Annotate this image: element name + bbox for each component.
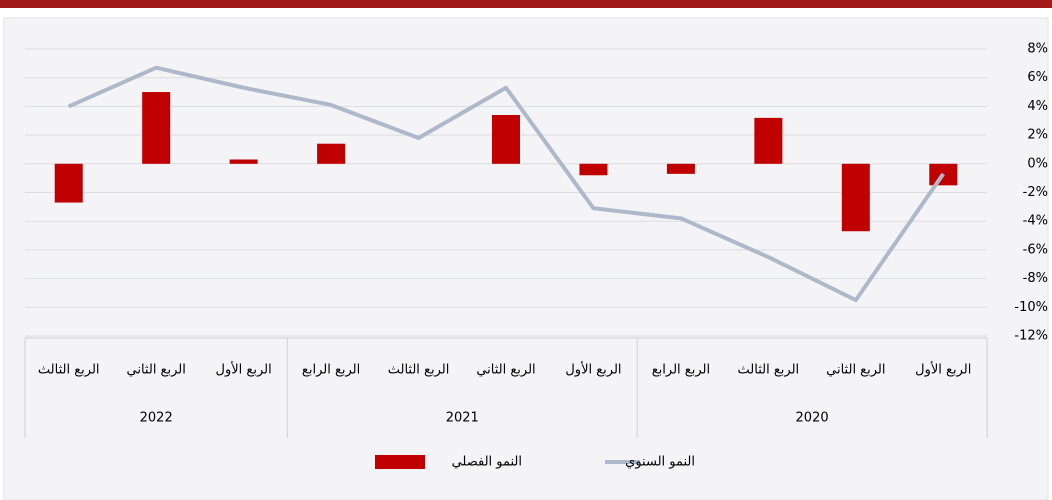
y-tick-label: 0%	[1027, 156, 1048, 171]
x-tick-label: الربع الثاني	[127, 363, 186, 378]
bar	[142, 92, 171, 164]
line	[67, 65, 945, 303]
bar	[754, 117, 783, 164]
legend-label: النمو السنوي	[625, 455, 695, 470]
y-tick-label: -4%	[1023, 214, 1048, 229]
y-tick-label: -8%	[1023, 271, 1048, 286]
legend-label: النمو الفصلي	[452, 455, 522, 470]
bar	[492, 115, 520, 164]
bar	[54, 163, 83, 203]
x-tick-label: الربع الثاني	[476, 363, 535, 378]
chart-panel	[3, 17, 1049, 500]
legend-swatch	[375, 455, 425, 469]
y-tick-label: 4%	[1027, 99, 1048, 114]
x-tick-label: الربع الأول	[216, 361, 272, 378]
group-label: 2021	[446, 411, 479, 426]
y-tick-label: 6%	[1027, 70, 1048, 85]
y-tick-label: -12%	[1014, 329, 1048, 344]
bar	[666, 163, 695, 174]
top-stripe	[0, 0, 1052, 8]
x-tick-label: الربع الثالث	[738, 363, 800, 378]
x-tick-label: الربع الثالث	[388, 363, 450, 378]
x-tick-label: الربع الأول	[565, 361, 621, 378]
y-tick-label: -6%	[1023, 242, 1048, 257]
x-tick-label: الربع الثالث	[38, 363, 100, 378]
bar	[841, 163, 870, 232]
y-tick-label: -2%	[1023, 185, 1048, 200]
x-tick-label: الربع الأول	[915, 361, 971, 378]
bar	[317, 143, 346, 164]
bar	[579, 163, 608, 176]
y-tick-label: 8%	[1027, 42, 1048, 57]
x-tick-label: الربع الثاني	[826, 363, 885, 378]
x-tick-label: الربع الرابع	[652, 363, 710, 378]
group-label: 2022	[140, 411, 173, 426]
x-tick-label: الربع الرابع	[302, 363, 360, 378]
group-label: 2020	[796, 411, 829, 426]
y-tick-label: 2%	[1027, 128, 1048, 143]
y-tick-label: -10%	[1014, 300, 1048, 315]
bar	[229, 159, 258, 164]
